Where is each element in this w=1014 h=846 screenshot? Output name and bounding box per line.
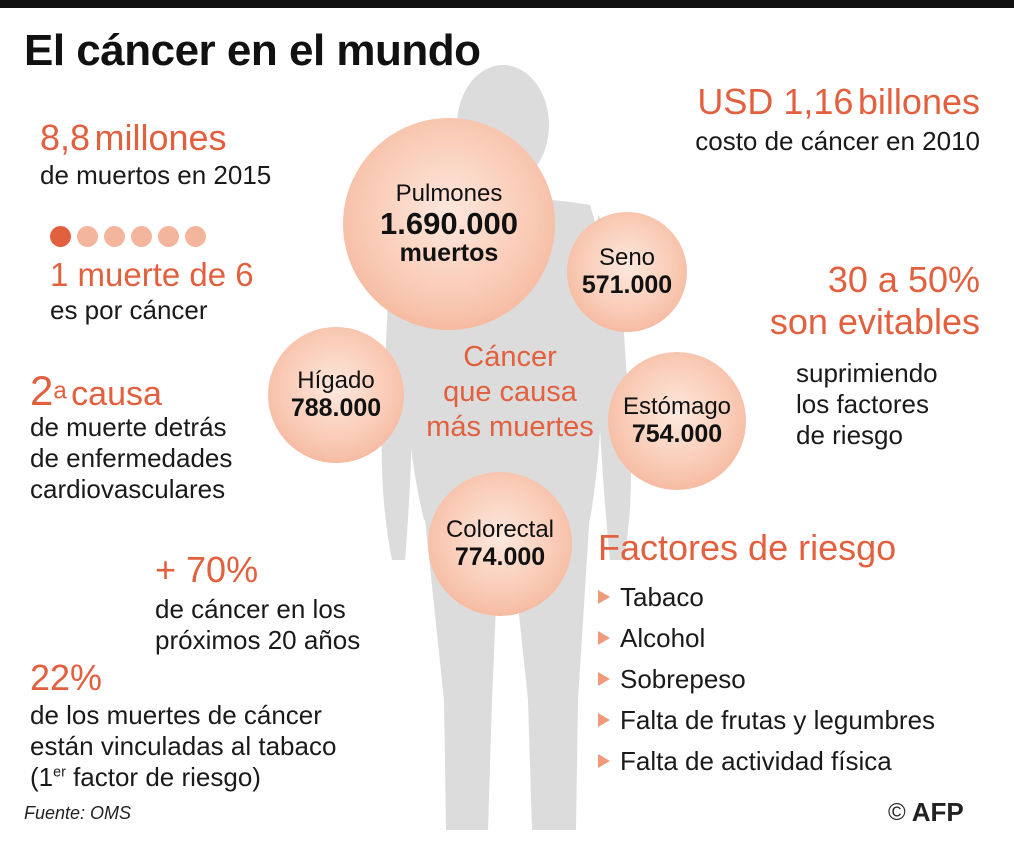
risk-factor-item: Sobrepeso bbox=[598, 658, 935, 699]
avoidable-caption-line-2: los factores bbox=[796, 389, 929, 420]
bubble-seno: Seno 571.000 bbox=[567, 212, 687, 332]
risk-factor-item: Falta de frutas y legumbres bbox=[598, 699, 935, 740]
bubble-seno-name: Seno bbox=[598, 244, 656, 272]
deaths-unit: millones bbox=[94, 117, 227, 158]
bubble-higado-value: 788.000 bbox=[290, 394, 382, 423]
bubble-colorectal: Colorectal 774.000 bbox=[428, 472, 572, 616]
second-cause-line-1: de muerte detrás bbox=[30, 412, 227, 442]
growth-headline: + 70% bbox=[155, 549, 259, 590]
dot bbox=[131, 226, 152, 247]
one-in-six-headline: 1 muerte de 6 bbox=[50, 256, 254, 293]
center-label: Cáncer que causa más muertes bbox=[420, 340, 600, 444]
dot bbox=[185, 226, 206, 247]
tobacco-headline: 22% bbox=[30, 657, 103, 698]
growth-line-1: de cáncer en los bbox=[155, 594, 346, 624]
bubble-higado-name: Hígado bbox=[297, 367, 375, 395]
agency-logo: AFP bbox=[911, 797, 964, 827]
tobacco-line-1: de los muertes de cáncer bbox=[30, 700, 322, 730]
second-cause-line-2: de enfermedades bbox=[30, 443, 233, 474]
second-cause-word: causa bbox=[71, 375, 162, 413]
risk-factors-title: Factores de riesgo bbox=[598, 527, 897, 568]
cost-headline: USD 1,16 bbox=[697, 81, 854, 122]
risk-factor-item: Tabaco bbox=[598, 576, 935, 617]
avoidable-caption-line-3: de riesgo bbox=[796, 420, 903, 451]
one-in-six-dots bbox=[50, 226, 206, 247]
bubble-pulmones-name: Pulmones bbox=[395, 180, 503, 208]
avoidable-stat: 30 a 50% son evitables bbox=[700, 262, 980, 340]
dot bbox=[77, 226, 98, 247]
deaths-value: 8,8 bbox=[40, 117, 91, 158]
one-in-six-stat: 1 muerte de 6 es por cáncer bbox=[50, 258, 254, 326]
copyright-icon: © bbox=[888, 798, 906, 826]
bubble-pulmones-value: 1.690.000 bbox=[380, 205, 518, 241]
avoidable-caption-line-1: suprimiendo bbox=[796, 358, 938, 388]
second-cause-sup: a bbox=[53, 377, 67, 405]
dot-highlighted bbox=[50, 226, 71, 247]
avoidable-caption: suprimiendo los factores de riesgo bbox=[796, 358, 938, 452]
tobacco-stat: 22% de los muertes de cáncer están vincu… bbox=[30, 660, 336, 794]
bullet-triangle-icon bbox=[598, 589, 610, 604]
growth-stat: + 70% de cáncer en los próximos 20 años bbox=[155, 552, 360, 656]
deaths-caption: de muertos en 2015 bbox=[40, 160, 272, 190]
avoidable-line-2: son evitables bbox=[769, 301, 980, 342]
second-cause-number: 2 bbox=[30, 367, 54, 414]
bubble-colorectal-value: 774.000 bbox=[454, 543, 546, 572]
risk-factor-item: Alcohol bbox=[598, 617, 935, 658]
bubble-colorectal-name: Colorectal bbox=[445, 516, 555, 544]
center-label-line-1: Cáncer bbox=[463, 341, 557, 373]
center-label-line-3: más muertes bbox=[426, 410, 594, 443]
dot bbox=[104, 226, 125, 247]
bubble-estomago-name: Estómago bbox=[622, 393, 732, 421]
risk-factor-item: Falta de actividad física bbox=[598, 740, 935, 781]
bubble-higado: Hígado 788.000 bbox=[268, 327, 404, 463]
bullet-triangle-icon bbox=[598, 753, 610, 768]
tobacco-line-3: (1er factor de riesgo) bbox=[30, 762, 261, 793]
center-label-line-2: que causa bbox=[443, 375, 577, 408]
cost-caption: costo de cáncer en 2010 bbox=[695, 126, 980, 156]
growth-line-2: próximos 20 años bbox=[155, 625, 361, 656]
bubble-estomago: Estómago 754.000 bbox=[608, 352, 746, 490]
tobacco-line-2: están vinculadas al tabaco bbox=[30, 731, 337, 762]
avoidable-line-1: 30 a 50% bbox=[827, 259, 980, 300]
bubble-pulmones: Pulmones 1.690.000 muertos bbox=[343, 118, 555, 330]
bullet-triangle-icon bbox=[598, 712, 610, 727]
bullet-triangle-icon bbox=[598, 671, 610, 686]
bullet-triangle-icon bbox=[598, 630, 610, 645]
second-cause-stat: 2a causa de muerte detrás de enfermedade… bbox=[30, 370, 232, 506]
cost-unit: billones bbox=[857, 81, 980, 122]
top-bar bbox=[0, 0, 1014, 8]
risk-factors: Factores de riesgo Tabaco Alcohol Sobrep… bbox=[598, 530, 935, 781]
page-title: El cáncer en el mundo bbox=[24, 26, 481, 75]
deaths-stat: 8,8 millones de muertos en 2015 bbox=[40, 120, 271, 191]
one-in-six-caption: es por cáncer bbox=[50, 295, 208, 325]
source-note: Fuente: OMS bbox=[24, 803, 132, 823]
bubble-estomago-value: 754.000 bbox=[631, 420, 723, 449]
agency-credit: © AFP bbox=[888, 797, 964, 828]
bubble-pulmones-unit: muertos bbox=[399, 239, 499, 268]
bubble-seno-value: 571.000 bbox=[581, 271, 673, 300]
second-cause-line-3: cardiovasculares bbox=[30, 474, 226, 505]
dot bbox=[158, 226, 179, 247]
cost-stat: USD 1,16 billones costo de cáncer en 201… bbox=[660, 84, 980, 157]
